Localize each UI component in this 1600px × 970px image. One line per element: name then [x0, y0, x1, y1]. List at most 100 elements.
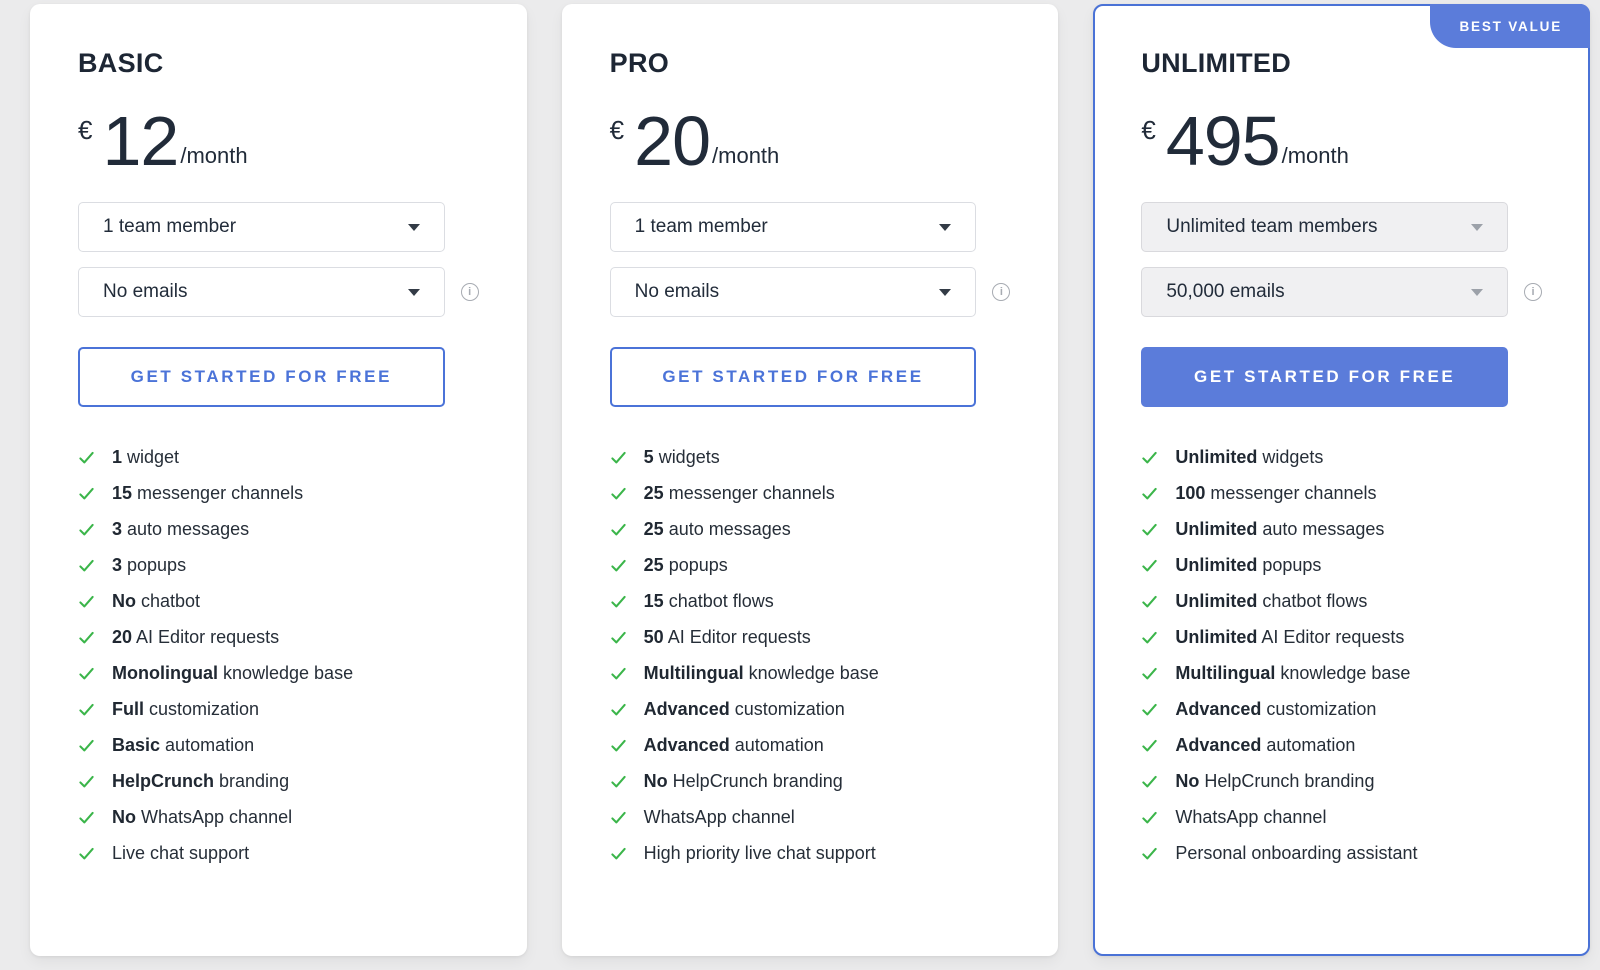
feature-item: 3 popups — [78, 555, 479, 576]
feature-text: Advanced automation — [643, 735, 824, 756]
feature-item: 100 messenger channels — [1141, 483, 1542, 504]
feature-item: Monolingual knowledge base — [78, 663, 479, 684]
emails-value: 50,000 emails — [1166, 281, 1285, 303]
check-icon — [610, 701, 627, 718]
plan-card-unlimited: BEST VALUE UNLIMITED € 495 /month Unlimi… — [1093, 4, 1591, 956]
feature-text: 15 messenger channels — [112, 483, 304, 504]
feature-text: 3 auto messages — [112, 519, 250, 540]
check-icon — [1141, 485, 1158, 502]
plan-card-basic: BASIC € 12 /month 1 team member No email… — [30, 4, 527, 956]
feature-text: 25 auto messages — [643, 519, 791, 540]
currency-symbol: € — [609, 115, 625, 145]
feature-text: No chatbot — [112, 591, 201, 612]
emails-select[interactable]: 50,000 emails — [1141, 267, 1509, 318]
feature-item: Advanced automation — [1141, 735, 1542, 756]
feature-text: 20 AI Editor requests — [112, 627, 280, 648]
feature-text: Basic automation — [112, 735, 255, 756]
emails-select[interactable]: No emails — [609, 267, 977, 318]
check-icon — [610, 629, 627, 646]
feature-item: Full customization — [78, 699, 479, 720]
check-icon — [1141, 629, 1158, 646]
feature-text: Monolingual knowledge base — [112, 663, 354, 684]
feature-text: Advanced automation — [1175, 735, 1356, 756]
feature-item: 1 widget — [78, 447, 479, 468]
feature-text: Advanced customization — [643, 699, 845, 720]
check-icon — [1141, 665, 1158, 682]
emails-value: No emails — [103, 281, 188, 303]
check-icon — [78, 809, 95, 826]
price-amount: 495 — [1165, 102, 1281, 180]
plan-title: UNLIMITED — [1141, 48, 1292, 78]
info-icon[interactable]: i — [460, 283, 479, 302]
check-icon — [610, 449, 627, 466]
feature-text: WhatsApp channel — [1175, 807, 1327, 828]
feature-text: Full customization — [112, 699, 260, 720]
feature-item: Multilingual knowledge base — [610, 663, 1011, 684]
feature-item: Unlimited popups — [1141, 555, 1542, 576]
check-icon — [78, 521, 95, 538]
get-started-button[interactable]: GET STARTED FOR FREE — [609, 347, 977, 408]
feature-item: Unlimited chatbot flows — [1141, 591, 1542, 612]
feature-item: 25 auto messages — [610, 519, 1011, 540]
feature-item: 20 AI Editor requests — [78, 627, 479, 648]
feature-text: Personal onboarding assistant — [1175, 843, 1418, 864]
feature-item: 25 popups — [610, 555, 1011, 576]
feature-item: Multilingual knowledge base — [1141, 663, 1542, 684]
feature-item: Advanced customization — [610, 699, 1011, 720]
feature-text: 100 messenger channels — [1175, 483, 1377, 504]
check-icon — [1141, 845, 1158, 862]
feature-text: 15 chatbot flows — [643, 591, 774, 612]
chevron-down-icon — [939, 223, 952, 231]
feature-item: Basic automation — [78, 735, 479, 756]
check-icon — [78, 485, 95, 502]
chevron-down-icon — [939, 288, 952, 296]
check-icon — [78, 593, 95, 610]
get-started-button[interactable]: GET STARTED FOR FREE — [78, 347, 445, 408]
feature-item: WhatsApp channel — [1141, 807, 1542, 828]
best-value-badge: BEST VALUE — [1429, 4, 1591, 48]
price-amount: 12 — [102, 102, 179, 180]
currency-symbol: € — [78, 115, 93, 145]
team-members-value: 1 team member — [103, 216, 237, 238]
info-icon[interactable]: i — [992, 283, 1011, 302]
chevron-down-icon — [1471, 223, 1484, 231]
feature-text: 1 widget — [112, 447, 180, 468]
plan-price: € 495 /month — [1141, 102, 1542, 180]
check-icon — [1141, 449, 1158, 466]
check-icon — [1141, 737, 1158, 754]
feature-list: 5 widgets 25 messenger channels 25 auto me… — [610, 447, 1011, 864]
feature-item: Live chat support — [78, 843, 479, 864]
feature-item: Advanced customization — [1141, 699, 1542, 720]
check-icon — [78, 773, 95, 790]
get-started-button[interactable]: GET STARTED FOR FREE — [1141, 347, 1509, 408]
feature-list: 1 widget 15 messenger channels 3 auto mess… — [78, 447, 479, 864]
price-period: /month — [1281, 143, 1349, 169]
feature-text: 25 messenger channels — [643, 483, 835, 504]
feature-text: Multilingual knowledge base — [1175, 663, 1411, 684]
feature-text: Unlimited chatbot flows — [1175, 591, 1368, 612]
check-icon — [1141, 809, 1158, 826]
price-period: /month — [712, 143, 780, 169]
feature-text: High priority live chat support — [643, 843, 876, 864]
check-icon — [1141, 773, 1158, 790]
feature-item: 15 messenger channels — [78, 483, 479, 504]
feature-list: Unlimited widgets 100 messenger channels U… — [1141, 447, 1542, 864]
feature-item: HelpCrunch branding — [78, 771, 479, 792]
team-members-select[interactable]: 1 team member — [78, 202, 445, 253]
team-members-select[interactable]: 1 team member — [609, 202, 977, 253]
feature-text: 25 popups — [643, 555, 728, 576]
feature-text: No HelpCrunch branding — [1175, 771, 1375, 792]
info-icon[interactable]: i — [1524, 283, 1543, 302]
feature-item: No chatbot — [78, 591, 479, 612]
team-members-value: Unlimited team members — [1166, 216, 1378, 238]
feature-item: No HelpCrunch branding — [610, 771, 1011, 792]
check-icon — [78, 737, 95, 754]
team-members-select[interactable]: Unlimited team members — [1141, 202, 1509, 253]
check-icon — [1141, 701, 1158, 718]
emails-select[interactable]: No emails — [78, 267, 445, 318]
feature-text: Unlimited auto messages — [1175, 519, 1385, 540]
feature-item: 25 messenger channels — [610, 483, 1011, 504]
price-amount: 20 — [634, 102, 711, 180]
feature-text: 5 widgets — [643, 447, 720, 468]
feature-text: 3 popups — [112, 555, 187, 576]
